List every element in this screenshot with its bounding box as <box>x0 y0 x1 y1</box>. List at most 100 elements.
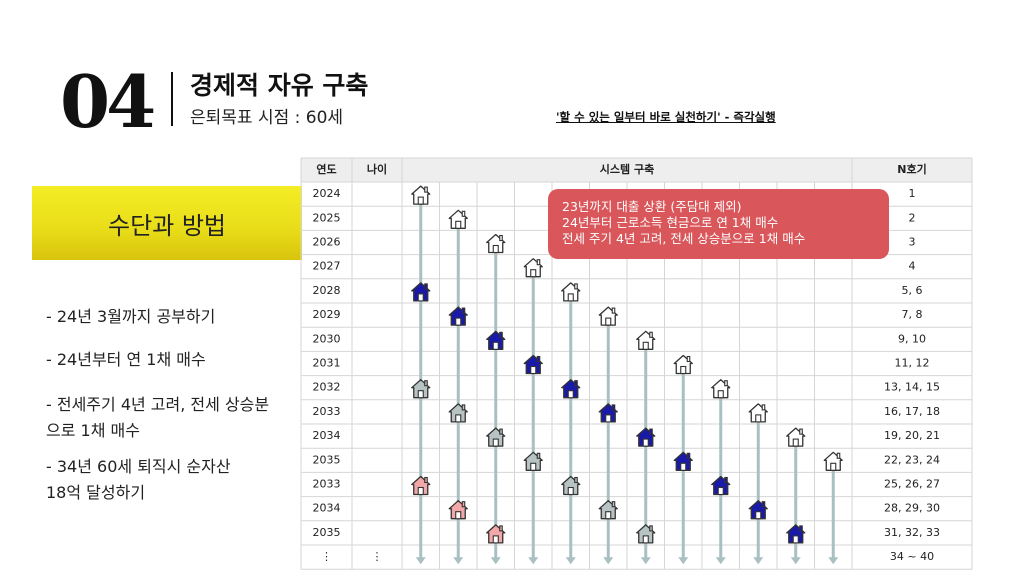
house-icon <box>486 330 506 350</box>
section-label: 수단과 방법 <box>107 211 227 240</box>
row-n-count: 4 <box>909 260 916 273</box>
arrow-head <box>828 557 839 565</box>
row-n-count: 9, 10 <box>898 332 926 345</box>
row-age: ⋮ <box>372 550 383 563</box>
section-number: 04 <box>60 59 156 144</box>
row-year: 2031 <box>313 357 341 370</box>
callout-line: 23년까지 대출 상환 (주담대 제외) <box>562 199 742 214</box>
house-icon <box>636 427 656 447</box>
bullet-jeonse-cycle: - 전세주기 4년 고려, 전세 상승분 <box>46 395 270 414</box>
row-n-count: 11, 12 <box>895 357 930 370</box>
house-icon <box>448 209 468 229</box>
row-year: 2034 <box>313 502 341 515</box>
row-n-count: 22, 23, 24 <box>884 453 940 466</box>
bullet-study: - 24년 3월까지 공부하기 <box>46 307 216 326</box>
row-year: 2033 <box>313 405 341 418</box>
house-icon <box>411 185 431 205</box>
row-year: 2028 <box>313 284 341 297</box>
house-icon <box>823 451 843 471</box>
arrow-head <box>528 557 539 565</box>
house-icon <box>711 379 731 399</box>
page-subtitle: 은퇴목표 시점 : 60세 <box>190 108 344 128</box>
callout-line: 24년부터 근로소득 현금으로 연 1채 매수 <box>562 215 779 230</box>
arrow-head <box>640 557 651 565</box>
row-year: 2030 <box>313 332 341 345</box>
arrow-head <box>715 557 726 565</box>
row-year: 2026 <box>313 236 341 249</box>
callout-line: 전세 주기 4년 고려, 전세 상승분으로 1채 매수 <box>562 231 806 246</box>
house-icon <box>486 233 506 254</box>
house-icon <box>748 403 768 423</box>
header-system: 시스템 구축 <box>600 162 654 176</box>
house-icon <box>448 500 468 520</box>
house-icon <box>486 524 506 544</box>
row-n-count: 28, 29, 30 <box>884 502 940 515</box>
motto-text: '할 수 있는 일부터 바로 실천하기' - 즉각실행 <box>556 110 776 124</box>
row-n-count: 13, 14, 15 <box>884 381 940 394</box>
bullet-retire-goal-cont: 18억 달성하기 <box>46 483 146 502</box>
row-n-count: 7, 8 <box>902 308 923 321</box>
header-year: 연도 <box>316 162 336 176</box>
house-icon <box>673 354 693 375</box>
arrow-head <box>603 557 614 565</box>
row-n-count: 19, 20, 21 <box>884 429 940 442</box>
row-n-count: 2 <box>909 211 916 224</box>
row-year: 2027 <box>313 260 341 273</box>
header-age: 나이 <box>367 162 387 176</box>
house-icon <box>636 524 656 544</box>
house-icon <box>598 306 618 326</box>
bullet-buy-yearly: - 24년부터 연 1채 매수 <box>46 350 206 369</box>
house-icon <box>786 524 806 544</box>
row-year: ⋮ <box>321 550 332 563</box>
arrow-head <box>453 557 464 565</box>
row-n-count: 25, 26, 27 <box>884 478 940 491</box>
house-icon <box>523 258 543 278</box>
row-year: 2035 <box>313 453 341 466</box>
house-icon <box>636 330 656 350</box>
house-icon <box>523 451 543 471</box>
row-n-count: 31, 32, 33 <box>884 526 940 539</box>
arrow-head <box>753 557 764 565</box>
arrow-head <box>415 557 426 565</box>
house-icon <box>411 475 431 496</box>
arrow-head <box>565 557 576 565</box>
row-n-count: 1 <box>909 187 916 200</box>
row-n-count: 3 <box>909 236 916 249</box>
house-icon <box>748 500 768 520</box>
house-icon <box>561 379 581 399</box>
row-n-count: 16, 17, 18 <box>884 405 940 418</box>
row-year: 2032 <box>313 381 341 394</box>
house-icon <box>598 500 618 520</box>
plan-callout: 23년까지 대출 상환 (주담대 제외) 24년부터 근로소득 현금으로 연 1… <box>548 189 889 259</box>
page-title: 경제적 자유 구축 <box>190 71 369 100</box>
title-divider <box>171 72 173 126</box>
house-icon <box>411 379 431 399</box>
house-icon <box>448 306 468 326</box>
table-header-bg <box>301 158 972 182</box>
row-year: 2025 <box>313 211 341 224</box>
bullet-jeonse-cycle-cont: 으로 1채 매수 <box>46 421 140 440</box>
row-year: 2024 <box>313 187 341 200</box>
house-icon <box>448 403 468 423</box>
header-n-count: N호기 <box>897 162 926 176</box>
house-icon <box>561 282 581 302</box>
row-n-count: 5, 6 <box>902 284 923 297</box>
bullet-retire-goal: - 34년 60세 퇴직시 순자산 <box>46 457 231 476</box>
house-icon <box>561 475 581 496</box>
house-icon <box>411 282 431 302</box>
row-year: 2035 <box>313 526 341 539</box>
house-icon <box>523 354 543 375</box>
arrow-head <box>678 557 689 565</box>
house-icon <box>711 475 731 496</box>
row-n-count: 34 ~ 40 <box>890 550 934 563</box>
house-icon <box>598 403 618 423</box>
house-icon <box>673 451 693 471</box>
arrow-head <box>790 557 801 565</box>
house-icon <box>486 427 506 447</box>
row-year: 2033 <box>313 478 341 491</box>
arrow-head <box>490 557 501 565</box>
house-icon <box>786 427 806 447</box>
section-label-box: 수단과 방법 <box>32 186 302 260</box>
row-year: 2029 <box>313 308 341 321</box>
